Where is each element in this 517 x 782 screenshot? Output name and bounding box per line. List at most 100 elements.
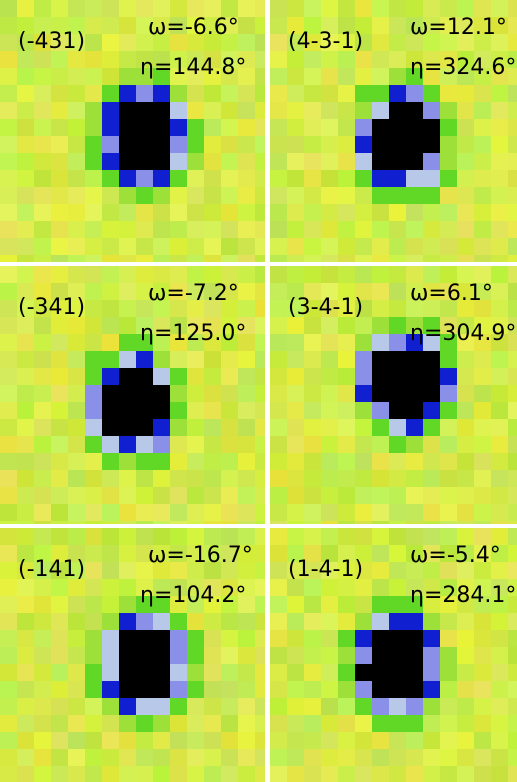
pixel	[457, 204, 474, 221]
pixel	[238, 283, 255, 300]
pixel	[287, 136, 304, 153]
pixel	[321, 153, 338, 170]
pixel	[102, 385, 119, 402]
pixel	[102, 664, 119, 681]
pixel	[204, 153, 221, 170]
pixel	[0, 385, 17, 402]
pixel	[0, 436, 17, 453]
pixel	[221, 487, 238, 504]
pixel	[338, 664, 355, 681]
pixel	[440, 664, 457, 681]
pixel	[474, 187, 491, 204]
pixel	[204, 102, 221, 119]
pixel	[51, 681, 68, 698]
pixel	[102, 170, 119, 187]
pixel	[238, 221, 255, 238]
pixel	[0, 351, 17, 368]
pixel	[17, 221, 34, 238]
pixel	[457, 85, 474, 102]
pixel	[153, 681, 170, 698]
pixel	[321, 436, 338, 453]
pixel	[221, 170, 238, 187]
pixel	[338, 351, 355, 368]
pixel	[304, 596, 321, 613]
pixel	[474, 136, 491, 153]
pixel	[68, 204, 85, 221]
pixel	[136, 630, 153, 647]
omega: ω=-16.7°	[148, 543, 253, 568]
pixel	[321, 368, 338, 385]
pixel	[102, 681, 119, 698]
pixel	[508, 119, 517, 136]
pixel	[440, 385, 457, 402]
pixel	[304, 436, 321, 453]
pixel	[287, 334, 304, 351]
pixel	[204, 698, 221, 715]
pixel	[321, 681, 338, 698]
pixel	[204, 170, 221, 187]
pixel	[0, 238, 17, 255]
pixel	[270, 402, 287, 419]
pixel	[491, 119, 508, 136]
pixel	[136, 385, 153, 402]
pixel	[17, 664, 34, 681]
pixel	[221, 351, 238, 368]
pixel	[85, 283, 102, 300]
panel: (-431)ω=-6.6°η=144.8°	[0, 0, 272, 272]
pixel	[270, 681, 287, 698]
pixel	[287, 385, 304, 402]
pixel	[51, 204, 68, 221]
pixel	[304, 613, 321, 630]
pixel	[389, 504, 406, 521]
pixel	[102, 749, 119, 766]
pixel	[119, 715, 136, 732]
pixel	[0, 221, 17, 238]
pixel	[287, 170, 304, 187]
pixel	[85, 0, 102, 17]
pixel	[372, 119, 389, 136]
pixel	[34, 0, 51, 17]
pixel	[389, 266, 406, 283]
pixel	[136, 204, 153, 221]
pixel	[119, 17, 136, 34]
pixel	[474, 487, 491, 504]
pixel	[17, 766, 34, 782]
pixel	[355, 266, 372, 283]
pixel	[355, 334, 372, 351]
pixel	[85, 681, 102, 698]
pixel	[389, 664, 406, 681]
pixel	[355, 385, 372, 402]
pixel	[0, 528, 17, 545]
pixel	[170, 630, 187, 647]
reflection-label: (1-4-1)	[288, 557, 363, 582]
pixel	[355, 419, 372, 436]
pixel	[338, 436, 355, 453]
pixel	[153, 204, 170, 221]
pixel	[389, 698, 406, 715]
pixel	[474, 385, 491, 402]
pixel	[491, 749, 508, 766]
pixel	[406, 698, 423, 715]
pixel	[170, 102, 187, 119]
pixel	[204, 419, 221, 436]
pixel	[119, 579, 136, 596]
pixel	[372, 579, 389, 596]
pixel	[474, 647, 491, 664]
pixel	[51, 119, 68, 136]
pixel	[68, 766, 85, 782]
pixel	[355, 453, 372, 470]
pixel	[389, 68, 406, 85]
pixel	[0, 68, 17, 85]
pixel	[372, 283, 389, 300]
pixel	[372, 300, 389, 317]
pixel	[287, 119, 304, 136]
pixel	[338, 766, 355, 782]
pixel	[372, 187, 389, 204]
pixel	[85, 528, 102, 545]
pixel	[423, 187, 440, 204]
pixel	[270, 204, 287, 221]
pixel	[187, 647, 204, 664]
pixel	[270, 715, 287, 732]
pixel	[321, 385, 338, 402]
pixel	[221, 681, 238, 698]
